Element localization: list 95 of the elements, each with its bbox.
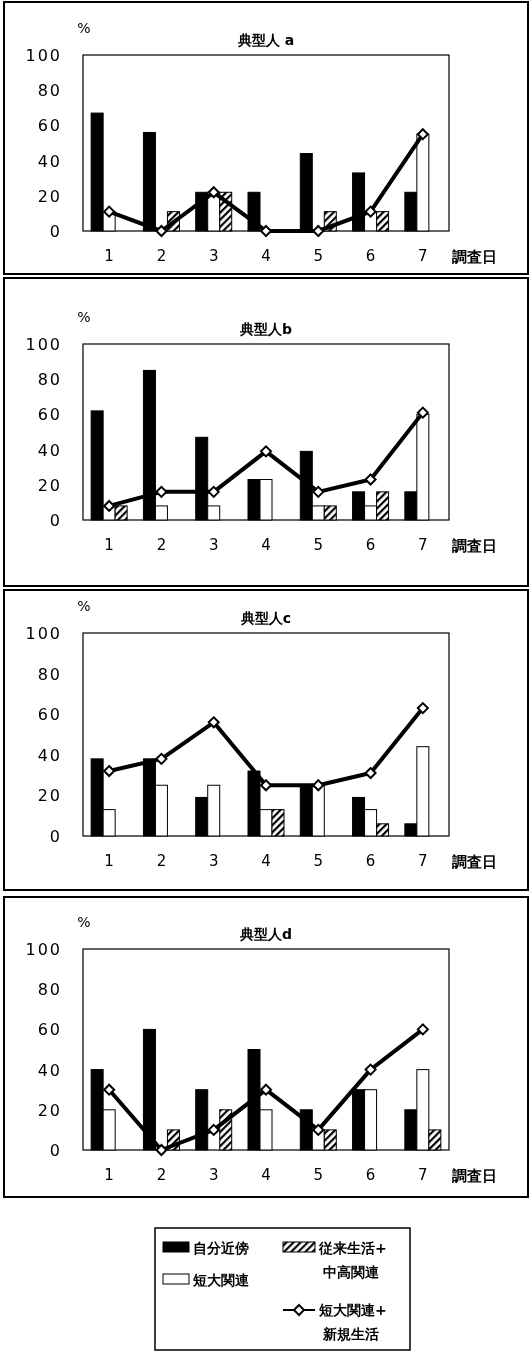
x-axis-title: 調査日 <box>452 1167 497 1185</box>
y-tick-label: 60 <box>37 405 62 425</box>
legend-label: 短大関連+新規生活 <box>318 1302 387 1342</box>
point <box>103 499 116 512</box>
x-tick-label: 7 <box>418 1166 428 1184</box>
y-tick-label: 0 <box>49 222 62 241</box>
y-tick-label: 60 <box>37 705 62 725</box>
x-tick-label: 5 <box>313 852 324 870</box>
x-axis-title: 調査日 <box>452 537 497 555</box>
point <box>207 485 220 498</box>
point <box>416 406 429 419</box>
x-tick-label: 2 <box>156 247 167 265</box>
x-tick-label: 5 <box>313 247 324 265</box>
x-tick-label: 3 <box>208 536 219 554</box>
point <box>260 1083 272 1096</box>
y-tick-label: 20 <box>37 186 62 206</box>
x-axis-title: 調査日 <box>452 248 497 266</box>
x-tick-label: 2 <box>156 852 167 870</box>
x-tick-label: 4 <box>261 247 271 265</box>
x-axis-title: 調査日 <box>452 853 497 871</box>
point <box>416 128 429 141</box>
chart-title: 典型人c <box>239 610 292 626</box>
y-axis-title: % <box>77 309 91 325</box>
x-tick-label: 2 <box>156 1166 167 1184</box>
y-tick-label: 20 <box>37 786 62 806</box>
chart-title: 典型人b <box>238 321 293 337</box>
point <box>207 186 220 199</box>
x-tick-label: 5 <box>313 536 324 554</box>
point <box>260 225 272 237</box>
y-axis-title: % <box>77 20 91 36</box>
point <box>260 445 272 458</box>
x-tick-label: 7 <box>418 247 428 265</box>
point <box>312 485 325 498</box>
y-tick-label: 60 <box>37 1020 62 1040</box>
chart-title: 典型人d <box>238 926 293 942</box>
y-tick-label: 0 <box>49 511 62 530</box>
y-tick-label: 100 <box>25 46 62 65</box>
point <box>364 767 377 780</box>
legend-label: 短大関連 <box>192 1272 250 1288</box>
y-tick-label: 20 <box>37 1100 62 1120</box>
y-tick-label: 100 <box>25 624 62 643</box>
point <box>103 765 116 778</box>
point <box>103 205 116 218</box>
y-tick-label: 0 <box>49 1141 62 1160</box>
x-tick-label: 2 <box>156 536 167 554</box>
point <box>155 1144 168 1156</box>
y-axis-title: % <box>77 598 91 614</box>
x-tick-label: 7 <box>418 536 428 554</box>
x-tick-label: 3 <box>208 852 219 870</box>
y-tick-label: 40 <box>37 440 62 460</box>
x-tick-label: 6 <box>365 852 376 870</box>
x-tick-label: 5 <box>313 1166 324 1184</box>
y-axis-title: % <box>77 914 91 930</box>
point <box>207 1123 220 1136</box>
point <box>155 485 168 498</box>
y-tick-label: 100 <box>25 940 62 959</box>
y-tick-label: 20 <box>37 475 62 495</box>
point <box>260 779 272 792</box>
x-tick-label: 4 <box>261 852 271 870</box>
point <box>364 1063 377 1076</box>
point <box>312 779 325 792</box>
legend-label: 自分近傍 <box>193 1240 249 1256</box>
point <box>364 473 377 486</box>
y-tick-label: 80 <box>37 370 62 390</box>
point <box>155 225 168 237</box>
x-tick-label: 1 <box>104 536 114 554</box>
x-tick-label: 3 <box>208 1166 219 1184</box>
point <box>103 1083 116 1096</box>
point <box>416 1023 429 1036</box>
point <box>312 1123 325 1136</box>
y-tick-label: 40 <box>37 1060 62 1080</box>
point <box>416 702 429 715</box>
x-tick-label: 4 <box>261 1166 271 1184</box>
x-tick-label: 6 <box>365 1166 376 1184</box>
point <box>155 752 168 765</box>
y-tick-label: 80 <box>37 81 62 101</box>
y-tick-label: 80 <box>37 664 62 684</box>
chart-title: 典型人 a <box>236 32 295 48</box>
x-tick-label: 6 <box>365 536 376 554</box>
x-tick-label: 1 <box>104 852 114 870</box>
y-tick-label: 0 <box>49 827 62 846</box>
point <box>207 716 220 729</box>
x-tick-label: 6 <box>365 247 376 265</box>
y-tick-label: 60 <box>37 116 62 136</box>
x-tick-label: 3 <box>208 247 219 265</box>
y-tick-label: 80 <box>37 980 62 1000</box>
x-tick-label: 1 <box>104 247 114 265</box>
point <box>364 205 377 218</box>
x-tick-label: 1 <box>104 1166 114 1184</box>
y-tick-label: 100 <box>25 335 62 354</box>
y-tick-label: 40 <box>37 745 62 765</box>
y-tick-label: 40 <box>37 151 62 171</box>
x-tick-label: 7 <box>418 852 428 870</box>
legend-label: 従来生活+中高関連 <box>318 1240 387 1280</box>
x-tick-label: 4 <box>261 536 271 554</box>
